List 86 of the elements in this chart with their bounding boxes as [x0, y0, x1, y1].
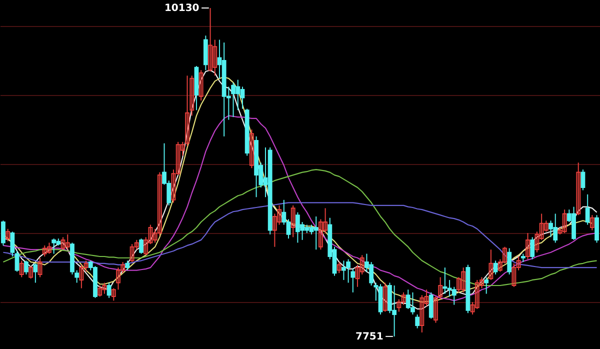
candlestick: [544, 220, 548, 232]
candlestick: [420, 294, 424, 333]
candlestick: [157, 172, 162, 236]
candlestick: [424, 289, 429, 307]
candlestick: [318, 218, 323, 250]
candlestick: [111, 288, 116, 302]
candlestick: [65, 234, 70, 250]
candlestick: [314, 216, 318, 250]
candlestick: [530, 236, 535, 260]
candlestick: [116, 267, 120, 290]
candlestick: [396, 298, 402, 312]
candlestick: [401, 292, 406, 306]
candlestick: [120, 262, 126, 274]
candlestick: [14, 250, 20, 272]
candlestick: [461, 267, 466, 293]
candlestick: [84, 260, 88, 272]
candlestick: [590, 214, 594, 231]
candlestick: [24, 260, 28, 275]
candlestick: [272, 213, 277, 248]
candlestick: [480, 276, 484, 289]
candlestick: [249, 128, 254, 169]
candlestick: [171, 169, 176, 204]
candlestick: [125, 260, 130, 271]
candlestick: [484, 276, 489, 294]
candlestick: [47, 242, 52, 254]
candlestick: [594, 214, 599, 244]
candlestick: [442, 267, 448, 294]
candlestick: [336, 262, 342, 274]
candlestick: [134, 239, 139, 250]
candlestick: [38, 257, 42, 278]
annotation: 10130: [164, 3, 200, 14]
candlestick: [79, 264, 84, 289]
candlestick: [10, 231, 15, 258]
candlestick: [493, 260, 498, 275]
candlestick: [434, 296, 438, 324]
candlestick: [323, 208, 328, 234]
annotation: 7751: [355, 331, 384, 342]
candlestick: [130, 244, 134, 263]
candlestick: [360, 254, 364, 275]
candlestick: [498, 258, 502, 272]
candlestick: [415, 314, 420, 329]
candlestick: [428, 292, 434, 320]
candlestick: [558, 227, 562, 235]
candlestick: [585, 194, 590, 226]
candlestick: [456, 276, 461, 293]
candlestick: [74, 270, 80, 284]
candlestick: [28, 266, 34, 280]
candlestick: [102, 282, 107, 294]
candlestick: [98, 284, 102, 298]
candlestick: [452, 286, 456, 306]
candlestick: [52, 238, 56, 254]
candlestick: [355, 264, 360, 288]
candlestick: [438, 276, 443, 300]
candlestick: [512, 262, 516, 288]
candlestick: [502, 246, 507, 264]
candlestick: [534, 231, 540, 253]
candlestick: [208, 8, 212, 72]
candlestick: [277, 204, 282, 226]
candlestick: [33, 262, 38, 284]
candlestick: [152, 228, 158, 244]
candlestick: [139, 238, 144, 254]
candlestick: [42, 244, 47, 258]
candlestick: [19, 260, 24, 278]
candlestick: [382, 282, 388, 312]
candlestick: [507, 248, 512, 275]
candlestick: [576, 162, 581, 216]
candlestick: [6, 228, 10, 242]
candlestick: [144, 236, 148, 256]
candlestick: [148, 224, 153, 245]
candlestick: [488, 249, 494, 280]
candlestick: [1, 220, 6, 246]
candlestick: [539, 213, 544, 240]
candlestick: [60, 236, 66, 250]
candlestick: [185, 75, 190, 147]
candlestick: [290, 204, 296, 238]
candlestick: [562, 209, 567, 234]
candlestick: [198, 70, 204, 102]
candlestick: [516, 256, 521, 271]
candlestick: [180, 141, 185, 156]
candlestick: [190, 75, 194, 116]
candlestick: [526, 232, 530, 260]
candlestick: [580, 169, 586, 191]
candlestick: [106, 282, 112, 298]
candlestick: [176, 141, 180, 176]
candlestick: [474, 279, 480, 310]
candlestick: [212, 39, 218, 76]
